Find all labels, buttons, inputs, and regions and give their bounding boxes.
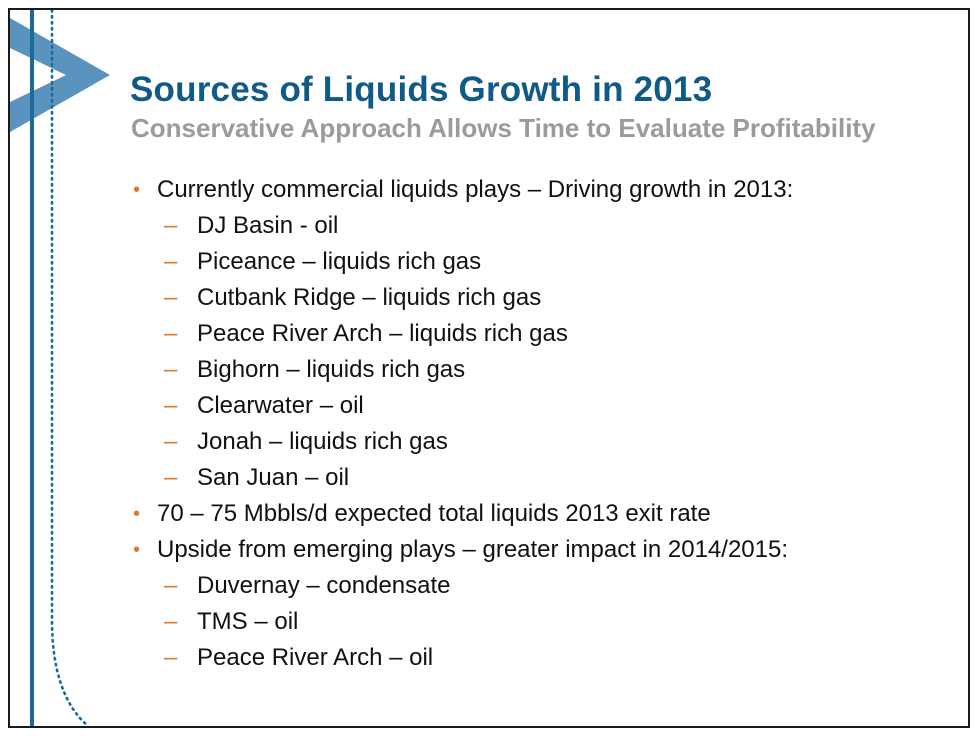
sub-item-text: TMS – oil: [197, 608, 299, 635]
bullet-item-exit-rate: • 70 – 75 Mbbls/d expected total liquids…: [128, 496, 793, 532]
sub-item-text: Peace River Arch – liquids rich gas: [197, 320, 568, 347]
sub-item: – San Juan – oil: [128, 460, 793, 496]
dash-marker: –: [164, 392, 178, 419]
sub-item-text: Peace River Arch – oil: [197, 644, 434, 671]
bullet-text: 70 – 75 Mbbls/d expected total liquids 2…: [157, 500, 711, 527]
sub-item: – Cutbank Ridge – liquids rich gas: [128, 280, 793, 316]
sub-item: – DJ Basin - oil: [128, 208, 793, 244]
sub-item: – TMS – oil: [128, 604, 793, 640]
sub-item-text: San Juan – oil: [197, 464, 350, 491]
sub-item-text: Duvernay – condensate: [197, 572, 451, 599]
dash-marker: –: [164, 608, 178, 635]
dash-marker: –: [164, 356, 178, 383]
sub-item-text: Bighorn – liquids rich gas: [197, 356, 466, 383]
slide-subtitle: Conservative Approach Allows Time to Eva…: [131, 113, 876, 143]
sub-item-text: DJ Basin - oil: [197, 212, 339, 239]
dash-marker: –: [164, 464, 178, 491]
bullet-text: Upside from emerging plays – greater imp…: [157, 536, 789, 563]
bullet-marker: •: [133, 179, 141, 201]
dash-marker: –: [164, 428, 178, 455]
bullet-list: • Currently commercial liquids plays – D…: [128, 172, 793, 676]
dash-marker: –: [164, 572, 178, 599]
sub-item: – Peace River Arch – liquids rich gas: [128, 316, 793, 352]
dotted-curve-line: [50, 10, 90, 726]
dash-marker: –: [164, 284, 178, 311]
sub-item: – Clearwater – oil: [128, 388, 793, 424]
sub-item-text: Piceance – liquids rich gas: [197, 248, 482, 275]
vertical-accent-line: [30, 10, 34, 726]
dash-marker: –: [164, 212, 178, 239]
slide-title: Sources of Liquids Growth in 2013: [130, 70, 713, 109]
bullet-marker: •: [133, 539, 141, 561]
sub-item-text: Cutbank Ridge – liquids rich gas: [197, 284, 542, 311]
chevron-decoration: [10, 10, 110, 726]
sub-item: – Peace River Arch – oil: [128, 640, 793, 676]
dash-marker: –: [164, 248, 178, 275]
bullet-item-commercial-plays: • Currently commercial liquids plays – D…: [128, 172, 793, 208]
sub-item: – Jonah – liquids rich gas: [128, 424, 793, 460]
bullet-item-emerging-plays: • Upside from emerging plays – greater i…: [128, 532, 793, 568]
slide-frame: Sources of Liquids Growth in 2013 Conser…: [8, 8, 970, 728]
dash-marker: –: [164, 320, 178, 347]
sub-item: – Duvernay – condensate: [128, 568, 793, 604]
dash-marker: –: [164, 644, 178, 671]
bullet-marker: •: [133, 503, 141, 525]
sub-item-text: Clearwater – oil: [197, 392, 364, 419]
sub-item-text: Jonah – liquids rich gas: [197, 428, 448, 455]
sub-item: – Piceance – liquids rich gas: [128, 244, 793, 280]
sub-item: – Bighorn – liquids rich gas: [128, 352, 793, 388]
bullet-text: Currently commercial liquids plays – Dri…: [157, 176, 794, 203]
chevron-arrow-shape: [10, 18, 110, 132]
